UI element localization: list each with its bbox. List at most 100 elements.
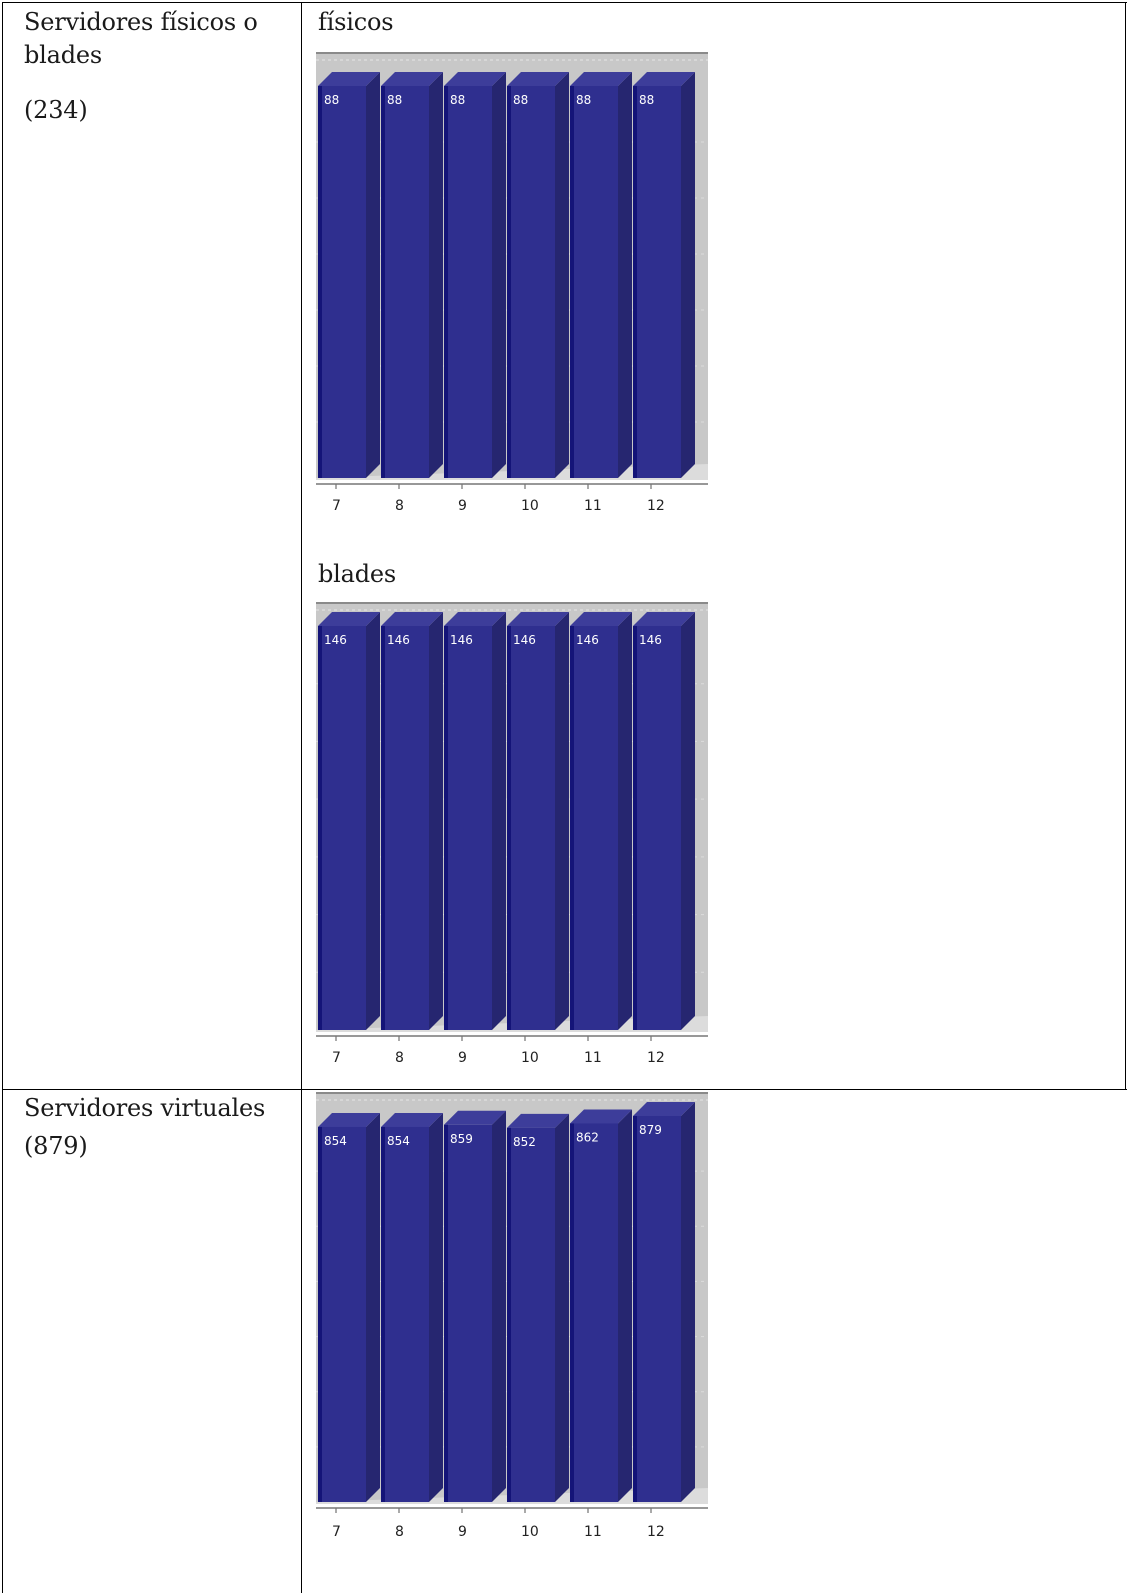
bar-data-label: 146: [450, 633, 473, 647]
chart-svg-virtuales: 854 7 854 8 859 9 852 10 862 11 879 12: [316, 1092, 708, 1540]
bar-7: 146: [318, 612, 380, 1030]
bar-data-label: 88: [513, 93, 528, 107]
bar-edge: [381, 86, 385, 478]
bar-data-label: 88: [387, 93, 402, 107]
x-tick-label: 8: [395, 1524, 404, 1540]
row-count-physical: (234): [24, 96, 88, 124]
bar-top-face: [318, 1112, 380, 1127]
bar-data-label: 859: [450, 1132, 473, 1146]
bar-top-face: [381, 1112, 443, 1127]
bar-top-face: [381, 612, 443, 626]
bar-edge: [318, 1126, 322, 1502]
bar-side-face: [681, 612, 695, 1030]
bar-side-face: [618, 612, 632, 1030]
bar-edge: [570, 86, 574, 478]
bar-side-face: [555, 72, 569, 478]
bar-side-face: [492, 612, 506, 1030]
x-tick-label: 10: [521, 498, 539, 514]
bar-chart-fisicos: 88 7 88 8 88 9 88 10 88 11 88 12: [316, 52, 712, 524]
x-tick-label: 9: [458, 1524, 467, 1540]
bar-front-face: [570, 626, 618, 1030]
x-tick-label: 10: [521, 1050, 539, 1066]
bar-top-face: [444, 1110, 506, 1125]
x-tick-label: 7: [332, 1050, 341, 1066]
bar-top-face: [633, 612, 695, 626]
bar-data-label: 146: [513, 633, 536, 647]
bar-side-face: [555, 612, 569, 1030]
bar-top-face: [444, 612, 506, 626]
bar-11: 862: [570, 1109, 632, 1502]
bar-8: 854: [381, 1112, 443, 1502]
bar-front-face: [318, 626, 366, 1030]
bar-top-face: [570, 72, 632, 86]
bar-front-face: [444, 1124, 492, 1502]
bar-8: 146: [381, 612, 443, 1030]
bar-top-face: [318, 612, 380, 626]
bar-edge: [507, 1127, 511, 1502]
bar-front-face: [570, 86, 618, 478]
bar-side-face: [681, 1102, 695, 1502]
x-tick-label: 8: [395, 498, 404, 514]
bar-chart-virtuales: 854 7 854 8 859 9 852 10 862 11 879 12: [316, 1092, 712, 1582]
bar-data-label: 88: [450, 93, 465, 107]
bar-top-face: [570, 1109, 632, 1124]
bar-data-label: 88: [576, 93, 591, 107]
x-tick-label: 11: [584, 1050, 602, 1066]
bar-side-face: [618, 72, 632, 478]
bar-side-face: [366, 1112, 380, 1502]
x-tick-label: 11: [584, 1524, 602, 1540]
bar-top-face: [507, 612, 569, 626]
bar-data-label: 88: [324, 93, 339, 107]
bar-top-face: [507, 72, 569, 86]
bar-edge: [633, 626, 637, 1030]
bar-data-label: 88: [639, 93, 654, 107]
bar-edge: [444, 1124, 448, 1502]
bar-data-label: 146: [324, 633, 347, 647]
x-tick-label: 12: [647, 1050, 665, 1066]
row-label-virtual: Servidores virtuales: [24, 1094, 266, 1122]
bar-side-face: [366, 612, 380, 1030]
bar-side-face: [492, 72, 506, 478]
bar-front-face: [570, 1123, 618, 1502]
bar-front-face: [381, 86, 429, 478]
bar-side-face: [681, 72, 695, 478]
bar-front-face: [633, 626, 681, 1030]
bar-side-face: [492, 1110, 506, 1502]
bar-front-face: [507, 626, 555, 1030]
bar-side-face: [555, 1113, 569, 1502]
bar-data-label: 854: [324, 1134, 347, 1148]
bar-edge: [570, 626, 574, 1030]
bar-top-face: [507, 1113, 569, 1128]
bar-9: 859: [444, 1110, 506, 1502]
bar-8: 88: [381, 72, 443, 478]
table-left-border: [2, 2, 3, 1593]
bar-edge: [507, 86, 511, 478]
bar-top-face: [381, 72, 443, 86]
bar-edge: [444, 626, 448, 1030]
bar-front-face: [381, 1126, 429, 1502]
x-tick-label: 10: [521, 1524, 539, 1540]
bar-data-label: 862: [576, 1130, 599, 1144]
bar-front-face: [318, 86, 366, 478]
bar-front-face: [318, 1126, 366, 1502]
chart-subtitle-blades: blades: [318, 560, 397, 588]
bar-edge: [507, 626, 511, 1030]
bar-data-label: 146: [639, 633, 662, 647]
bar-front-face: [633, 1116, 681, 1502]
bar-9: 88: [444, 72, 506, 478]
bar-top-face: [444, 72, 506, 86]
bar-chart-blades: 146 7 146 8 146 9 146 10 146 11 146 12: [316, 602, 712, 1074]
bar-front-face: [444, 86, 492, 478]
bar-top-face: [318, 72, 380, 86]
bar-12: 879: [633, 1102, 695, 1502]
bar-12: 88: [633, 72, 695, 478]
bar-front-face: [633, 86, 681, 478]
bar-side-face: [366, 72, 380, 478]
table-top-border: [2, 2, 1127, 3]
bar-10: 146: [507, 612, 569, 1030]
row-count-virtual: (879): [24, 1132, 88, 1160]
bar-data-label: 854: [387, 1134, 410, 1148]
bar-front-face: [507, 86, 555, 478]
